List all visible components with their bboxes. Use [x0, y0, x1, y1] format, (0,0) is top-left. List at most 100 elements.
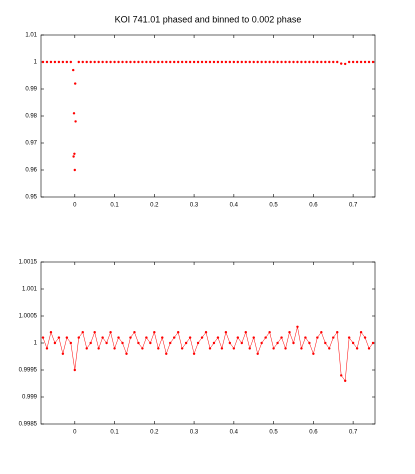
data-point: [252, 336, 255, 339]
data-point: [340, 62, 343, 65]
data-point: [61, 60, 65, 64]
data-point: [208, 60, 212, 64]
data-point: [45, 60, 49, 64]
data-point: [304, 60, 307, 64]
x-tick-label: 0: [73, 203, 77, 209]
data-point: [72, 68, 75, 72]
y-tick-label: 1.001: [22, 287, 38, 293]
data-point: [204, 331, 208, 334]
data-point: [129, 60, 132, 64]
data-point: [264, 60, 267, 64]
data-point: [288, 60, 291, 64]
data-point: [268, 331, 271, 334]
data-point: [97, 347, 100, 350]
data-point: [57, 60, 61, 64]
data-point: [169, 341, 172, 345]
data-point: [332, 60, 335, 64]
data-point: [312, 60, 315, 64]
data-point: [49, 331, 53, 334]
data-point: [72, 155, 75, 158]
data-point: [101, 336, 104, 339]
x-tick-label: 0.6: [309, 203, 318, 209]
data-point: [176, 60, 180, 64]
data-point: [248, 60, 251, 64]
data-point: [236, 336, 240, 339]
plot-frame: [40, 34, 376, 198]
x-tick-label: 0.7: [349, 203, 358, 209]
data-point: [153, 60, 156, 64]
data-point: [340, 374, 343, 377]
x-tick-label: 0.2: [150, 430, 159, 436]
y-tick-label: 1.0015: [19, 260, 38, 266]
data-point: [300, 60, 303, 64]
x-tick-label: 0.3: [190, 430, 199, 436]
x-tick-label: 0.5: [269, 430, 278, 436]
data-point: [367, 60, 371, 64]
data-point: [276, 341, 279, 345]
data-point: [117, 60, 120, 64]
y-tick-label: 0.98: [25, 114, 37, 120]
data-point: [97, 60, 100, 64]
data-point: [53, 60, 57, 64]
data-point: [347, 60, 351, 64]
y-tick-label: 0.9985: [19, 422, 38, 428]
data-point: [49, 60, 53, 64]
data-point: [260, 60, 263, 64]
data-point: [308, 341, 311, 345]
data-line: [42, 326, 374, 382]
data-point: [109, 331, 112, 334]
data-point: [359, 60, 363, 64]
y-tick-label: 1.01: [25, 33, 37, 39]
y-tick-label: 1.0005: [19, 314, 38, 320]
data-point: [74, 120, 77, 123]
data-point: [85, 347, 88, 350]
data-point: [284, 60, 287, 64]
data-point: [65, 336, 69, 339]
data-point: [129, 336, 132, 339]
data-point: [336, 60, 339, 64]
data-point: [153, 331, 156, 334]
chart-title: KOI 741.01 phased and binned to 0.002 ph…: [115, 14, 302, 24]
data-point: [300, 347, 303, 350]
data-point: [184, 341, 188, 345]
data-point: [141, 60, 144, 64]
data-point: [276, 60, 279, 64]
data-point: [113, 60, 116, 64]
data-point: [347, 336, 351, 339]
x-tick-label: 0.1: [110, 430, 119, 436]
data-point: [351, 341, 355, 345]
data-point: [121, 60, 124, 64]
data-point: [272, 347, 275, 350]
data-point: [77, 60, 80, 64]
data-point: [61, 352, 65, 355]
data-point: [93, 60, 96, 64]
data-point: [328, 60, 331, 64]
data-point: [57, 336, 61, 339]
data-point: [296, 325, 299, 328]
data-point: [73, 368, 76, 372]
data-point: [81, 331, 84, 334]
y-tick-label: 0.95: [25, 195, 37, 201]
data-point: [89, 60, 92, 64]
data-point: [113, 347, 116, 350]
data-point: [121, 341, 124, 345]
data-point: [173, 60, 176, 64]
data-point: [101, 60, 104, 64]
data-point: [117, 336, 120, 339]
data-point: [332, 336, 335, 339]
data-point: [65, 60, 69, 64]
data-point: [272, 60, 275, 64]
data-point: [141, 347, 144, 350]
data-point: [224, 331, 228, 334]
data-point: [292, 60, 295, 64]
data-point: [232, 60, 236, 64]
data-point: [343, 379, 347, 382]
data-point: [125, 60, 128, 64]
data-point: [367, 347, 371, 350]
data-point: [180, 60, 184, 64]
data-point: [288, 331, 291, 334]
data-point: [73, 82, 77, 85]
x-tick-label: 0.7: [349, 430, 358, 436]
data-point: [137, 341, 140, 345]
data-point: [212, 341, 216, 345]
